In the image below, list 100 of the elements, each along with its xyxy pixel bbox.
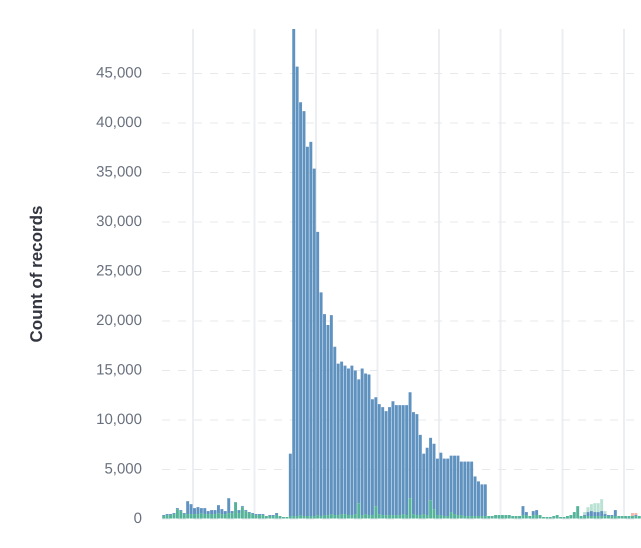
bar <box>450 512 453 518</box>
y-tick-label: 35,000 <box>96 164 142 181</box>
bar <box>398 405 402 516</box>
bar <box>402 405 405 514</box>
y-tick-label: 40,000 <box>96 114 142 132</box>
bar <box>206 511 210 514</box>
bar <box>261 515 264 518</box>
bar <box>388 515 391 518</box>
bar <box>394 405 398 516</box>
bar <box>224 514 227 518</box>
bar <box>593 503 596 512</box>
bar <box>360 368 364 516</box>
y-tick-label: 15,000 <box>96 362 142 379</box>
bar <box>323 515 326 518</box>
bar <box>238 510 240 514</box>
bar <box>210 510 214 514</box>
bar <box>193 508 196 514</box>
bar <box>538 515 542 518</box>
bar <box>275 515 278 518</box>
bar <box>234 502 238 518</box>
y-tick-label: 0 <box>134 510 142 528</box>
bar <box>179 511 182 518</box>
y-tick-label: 10,000 <box>96 411 142 428</box>
bar <box>391 515 394 518</box>
bar <box>368 515 370 518</box>
bar <box>381 515 384 518</box>
bar <box>193 514 196 518</box>
bar <box>186 501 190 514</box>
bar <box>586 512 590 516</box>
bar <box>418 515 422 518</box>
bar <box>340 362 344 514</box>
bar <box>244 511 248 518</box>
y-tick-label: 45,000 <box>96 64 142 82</box>
bar <box>190 504 193 514</box>
bar <box>316 515 320 518</box>
bar <box>190 514 193 518</box>
bar <box>220 514 224 518</box>
bar <box>200 508 203 514</box>
bar <box>494 515 498 518</box>
bar <box>196 514 200 518</box>
bar <box>556 515 559 518</box>
bar <box>524 515 528 518</box>
bar <box>415 515 418 518</box>
bar <box>604 511 607 514</box>
bar <box>206 514 210 518</box>
bar <box>535 515 538 518</box>
bar <box>381 407 384 516</box>
bar <box>429 500 432 518</box>
bar <box>600 499 604 512</box>
bar <box>251 514 254 518</box>
bar <box>299 515 302 518</box>
bar <box>439 515 442 518</box>
bar <box>456 456 460 516</box>
y-tick-label: 5,000 <box>104 460 142 478</box>
bar <box>521 506 524 516</box>
bar <box>470 462 474 516</box>
bar <box>344 514 347 518</box>
y-tick-label: 30,000 <box>96 213 142 230</box>
bar <box>630 513 634 516</box>
bar <box>344 366 347 514</box>
bar <box>463 462 466 516</box>
bar <box>500 515 504 518</box>
bar <box>384 515 388 518</box>
bar <box>453 514 456 518</box>
bar <box>498 515 500 518</box>
bar <box>326 515 330 518</box>
bar <box>391 401 394 516</box>
bar <box>214 514 217 518</box>
bar <box>330 514 333 518</box>
bar <box>583 512 586 516</box>
bar <box>614 510 617 516</box>
bar <box>340 514 344 518</box>
bar <box>480 484 484 516</box>
bar <box>220 509 224 514</box>
y-axis-title: Count of records <box>26 206 46 342</box>
y-tick-label: 25,000 <box>96 262 142 280</box>
bar <box>258 515 261 518</box>
bar <box>590 511 593 516</box>
bar <box>576 506 580 518</box>
bar <box>439 452 442 516</box>
bar <box>227 513 230 518</box>
bar <box>216 505 220 514</box>
bar <box>216 513 220 518</box>
bar <box>200 513 203 518</box>
bar <box>309 142 312 516</box>
bar <box>196 507 200 514</box>
bar <box>346 515 350 518</box>
bar <box>176 509 179 518</box>
bar <box>586 507 590 512</box>
bar <box>350 515 354 518</box>
bar <box>330 315 333 514</box>
bar <box>398 515 402 518</box>
bar <box>374 506 378 518</box>
bar <box>484 484 487 516</box>
bar <box>227 498 230 514</box>
bar <box>169 515 172 518</box>
bar <box>186 514 190 518</box>
bar <box>600 511 604 516</box>
bar <box>450 456 453 512</box>
bar <box>466 462 470 516</box>
